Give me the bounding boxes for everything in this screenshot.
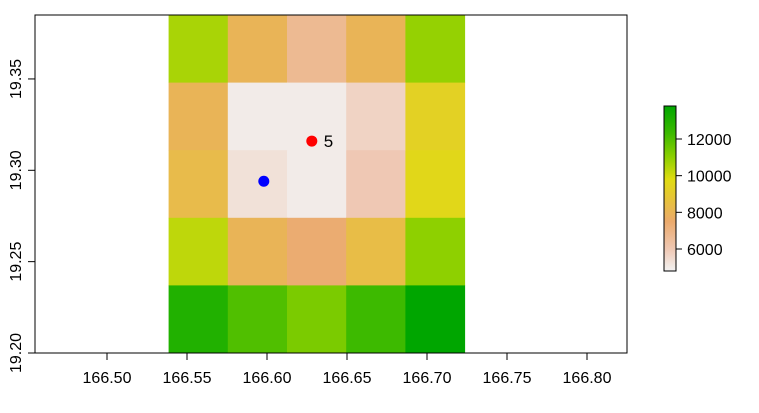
- legend-ticks: 6000 8000 10000 12000: [676, 132, 732, 259]
- point-marker: [306, 135, 318, 147]
- raster-cell: [405, 15, 466, 84]
- y-tick-label: 19.25: [8, 242, 25, 282]
- raster-cell: [346, 82, 406, 151]
- y-tick-label: 19.20: [8, 333, 25, 373]
- raster-cell: [346, 15, 406, 84]
- legend-tick-label: 10000: [687, 169, 732, 186]
- legend-tick-label: 8000: [687, 205, 723, 222]
- raster-cell: [168, 217, 229, 286]
- x-tick-label: 166.55: [163, 370, 212, 387]
- raster-cell: [168, 150, 229, 219]
- raster-cell: [346, 217, 406, 286]
- raster-cells: [168, 15, 466, 354]
- raster-cell: [287, 217, 347, 286]
- raster-cell: [287, 15, 347, 84]
- color-legend: 6000 8000 10000 12000: [663, 105, 732, 272]
- legend-colorbar: [663, 105, 677, 272]
- raster-cell: [405, 82, 466, 151]
- raster-cell: [227, 15, 288, 84]
- legend-tick-label: 6000: [687, 242, 723, 259]
- raster-cell: [287, 150, 347, 219]
- raster-cell: [227, 82, 288, 151]
- raster-cell: [168, 82, 229, 151]
- point-markers: 5: [258, 132, 333, 187]
- raster-cell: [227, 217, 288, 286]
- raster-cell: [405, 217, 466, 286]
- raster-cell: [227, 285, 288, 354]
- y-tick-label: 19.35: [8, 59, 25, 99]
- x-tick-label: 166.50: [83, 370, 132, 387]
- x-tick-label: 166.65: [323, 370, 372, 387]
- raster-cell: [227, 150, 288, 219]
- raster-cell: [405, 285, 466, 354]
- raster-cell: [168, 285, 229, 354]
- raster-cell: [346, 150, 406, 219]
- x-tick-label: 166.70: [403, 370, 452, 387]
- raster-cell: [346, 285, 406, 354]
- x-tick-label: 166.80: [563, 370, 612, 387]
- point-label: 5: [324, 132, 333, 151]
- x-tick-label: 166.60: [243, 370, 292, 387]
- y-tick-label: 19.30: [8, 150, 25, 190]
- x-tick-label: 166.75: [483, 370, 532, 387]
- raster-cell: [287, 285, 347, 354]
- y-axis: 19.20 19.25 19.30 19.35: [8, 59, 36, 373]
- raster-cell: [405, 150, 466, 219]
- x-axis: 166.50 166.55 166.60 166.65 166.70 166.75 166.…: [83, 352, 612, 387]
- raster-cell: [168, 15, 229, 84]
- legend-tick-label: 12000: [687, 132, 732, 149]
- point-marker: [258, 175, 270, 187]
